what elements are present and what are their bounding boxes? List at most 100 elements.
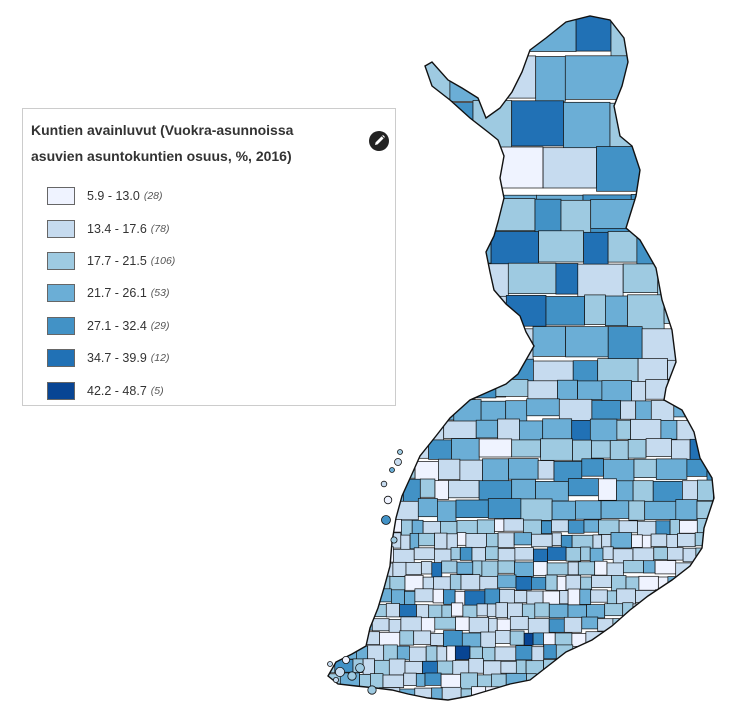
municipality-region[interactable] xyxy=(716,519,726,532)
municipality-region[interactable] xyxy=(499,589,515,605)
municipality-region[interactable] xyxy=(580,546,591,561)
municipality-region[interactable] xyxy=(347,702,363,715)
municipality-region[interactable] xyxy=(450,547,461,561)
municipality-region[interactable] xyxy=(720,199,750,227)
municipality-region[interactable] xyxy=(461,632,482,648)
municipality-region[interactable] xyxy=(388,658,406,676)
municipality-region[interactable] xyxy=(551,532,562,546)
municipality-region[interactable] xyxy=(532,689,543,703)
municipality-region[interactable] xyxy=(563,659,576,673)
municipality-region[interactable] xyxy=(570,674,584,687)
municipality-region[interactable] xyxy=(713,479,745,500)
municipality-region[interactable] xyxy=(632,702,650,716)
municipality-region[interactable] xyxy=(582,673,600,688)
municipality-region[interactable] xyxy=(340,534,358,550)
municipality-region[interactable] xyxy=(704,380,725,399)
municipality-region[interactable] xyxy=(688,378,705,398)
municipality-region[interactable] xyxy=(655,520,671,536)
municipality-region[interactable] xyxy=(663,294,688,324)
municipality-region[interactable] xyxy=(643,560,656,574)
municipality-region[interactable] xyxy=(679,520,698,534)
municipality-region[interactable] xyxy=(357,534,374,551)
municipality-region[interactable] xyxy=(505,701,519,716)
municipality-region[interactable] xyxy=(417,498,438,518)
municipality-region[interactable] xyxy=(545,296,585,326)
municipality-region[interactable] xyxy=(400,616,422,633)
municipality-region[interactable] xyxy=(531,576,547,590)
municipality-region[interactable] xyxy=(446,533,458,550)
municipality-region[interactable] xyxy=(462,604,478,619)
municipality-region[interactable] xyxy=(402,702,411,716)
municipality-region[interactable] xyxy=(350,574,371,589)
municipality-region[interactable] xyxy=(431,562,443,579)
island-region[interactable] xyxy=(347,671,357,681)
municipality-region[interactable] xyxy=(518,702,529,717)
municipality-region[interactable] xyxy=(339,617,350,633)
municipality-region[interactable] xyxy=(583,519,599,533)
municipality-region[interactable] xyxy=(320,9,369,56)
municipality-region[interactable] xyxy=(320,632,334,648)
municipality-region[interactable] xyxy=(597,618,614,632)
municipality-region[interactable] xyxy=(415,378,449,402)
island-region[interactable] xyxy=(380,480,388,488)
municipality-region[interactable] xyxy=(487,498,522,519)
municipality-region[interactable] xyxy=(513,532,532,546)
municipality-region[interactable] xyxy=(409,398,429,419)
municipality-region[interactable] xyxy=(511,439,541,458)
municipality-region[interactable] xyxy=(697,674,715,690)
municipality-region[interactable] xyxy=(362,701,371,715)
municipality-region[interactable] xyxy=(320,533,342,550)
municipality-region[interactable] xyxy=(388,702,402,717)
municipality-region[interactable] xyxy=(590,199,637,229)
municipality-region[interactable] xyxy=(632,55,679,107)
municipality-region[interactable] xyxy=(329,701,347,715)
municipality-region[interactable] xyxy=(476,603,488,617)
municipality-region[interactable] xyxy=(448,480,480,499)
municipality-region[interactable] xyxy=(465,533,488,549)
municipality-region[interactable] xyxy=(535,481,569,502)
municipality-region[interactable] xyxy=(414,588,434,603)
municipality-region[interactable] xyxy=(405,562,422,576)
municipality-region[interactable] xyxy=(403,478,421,503)
municipality-region[interactable] xyxy=(606,562,624,577)
municipality-region[interactable] xyxy=(680,195,727,236)
municipality-region[interactable] xyxy=(404,146,453,188)
municipality-region[interactable] xyxy=(320,703,329,717)
municipality-region[interactable] xyxy=(430,633,444,646)
municipality-region[interactable] xyxy=(651,688,664,703)
municipality-region[interactable] xyxy=(669,519,680,536)
municipality-region[interactable] xyxy=(713,672,723,689)
municipality-region[interactable] xyxy=(651,630,668,644)
municipality-region[interactable] xyxy=(478,480,513,501)
municipality-region[interactable] xyxy=(486,533,499,548)
municipality-region[interactable] xyxy=(607,645,626,660)
municipality-region[interactable] xyxy=(606,590,618,605)
municipality-region[interactable] xyxy=(598,478,617,501)
municipality-region[interactable] xyxy=(494,518,505,532)
municipality-region[interactable] xyxy=(320,687,331,703)
municipality-region[interactable] xyxy=(596,146,645,192)
municipality-region[interactable] xyxy=(437,660,454,675)
municipality-region[interactable] xyxy=(437,500,457,524)
municipality-region[interactable] xyxy=(515,576,532,591)
municipality-region[interactable] xyxy=(580,576,593,590)
municipality-region[interactable] xyxy=(509,630,525,646)
municipality-region[interactable] xyxy=(565,326,609,358)
municipality-region[interactable] xyxy=(448,380,476,401)
municipality-region[interactable] xyxy=(644,500,677,520)
municipality-region[interactable] xyxy=(650,674,672,688)
municipality-region[interactable] xyxy=(417,200,460,230)
municipality-region[interactable] xyxy=(713,231,750,265)
municipality-region[interactable] xyxy=(320,589,338,606)
municipality-region[interactable] xyxy=(643,147,691,198)
municipality-region[interactable] xyxy=(594,560,608,576)
municipality-region[interactable] xyxy=(480,701,490,714)
municipality-region[interactable] xyxy=(422,576,434,591)
municipality-region[interactable] xyxy=(436,646,448,664)
municipality-region[interactable] xyxy=(449,56,503,102)
municipality-region[interactable] xyxy=(589,418,618,443)
municipality-region[interactable] xyxy=(626,618,642,632)
municipality-region[interactable] xyxy=(359,674,371,688)
municipality-region[interactable] xyxy=(348,616,360,633)
municipality-region[interactable] xyxy=(329,561,346,576)
